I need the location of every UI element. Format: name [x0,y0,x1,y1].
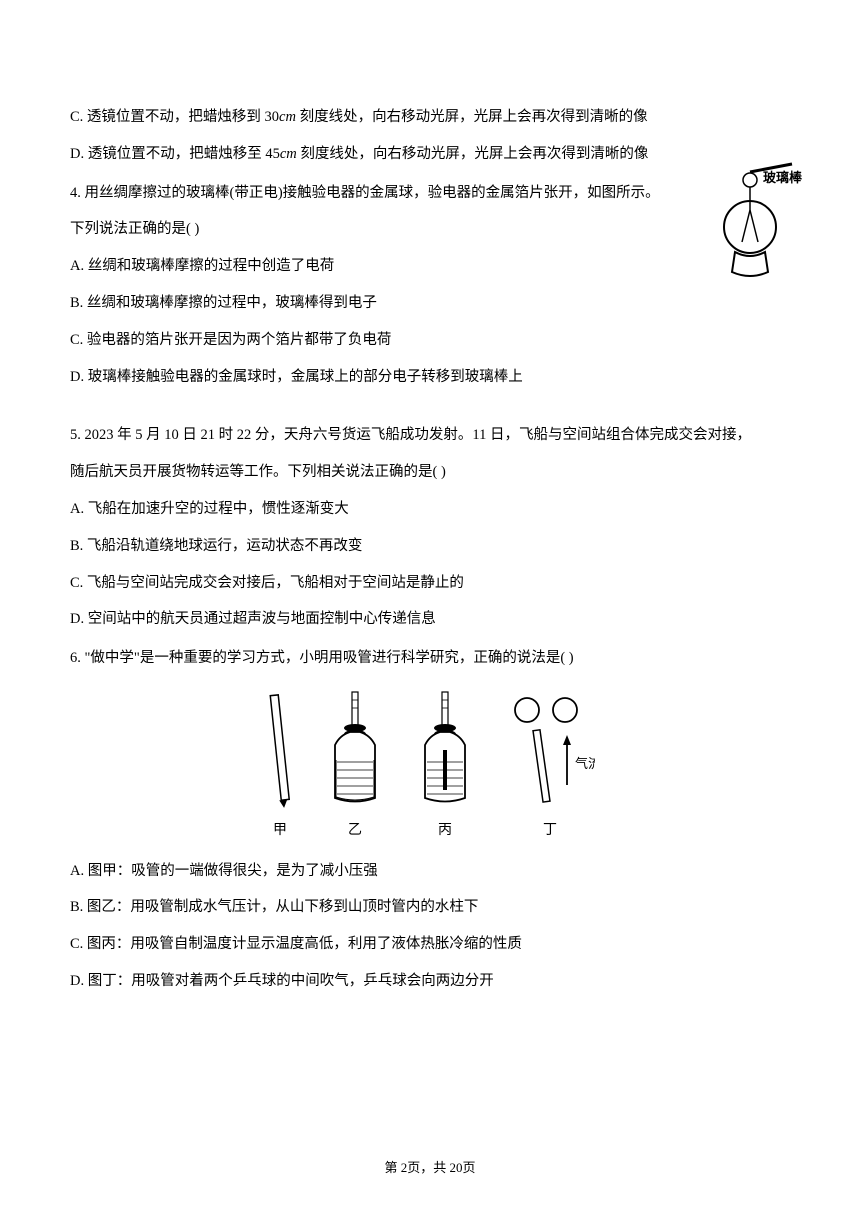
q6-opt-c: C. 图丙：用吸管自制温度计显示温度高低，利用了液体热胀冷缩的性质 [70,927,790,962]
q6-opt-a: A. 图甲：吸管的一端做得很尖，是为了减小压强 [70,854,790,889]
q4-opt-a: A. 丝绸和玻璃棒摩擦的过程中创造了电荷 [70,249,790,284]
q3-opt-d-tail: 刻度线处，向右移动光屏，光屏上会再次得到清晰的像 [297,146,649,162]
q3-opt-c-tail: 刻度线处，向右移动光屏，光屏上会再次得到清晰的像 [296,109,648,125]
page-footer: 第 2页，共 20页 [0,1157,860,1176]
q4-stem2: 下列说法正确的是( ) [70,212,790,247]
q5-opt-b: B. 飞船沿轨道绕地球运行，运动状态不再改变 [70,529,790,564]
q4-stem: 4. 用丝绸摩擦过的玻璃棒(带正电)接触验电器的金属球，验电器的金属箔片张开，如… [70,176,790,211]
q3-opt-d-unit: cm [280,146,297,162]
q6-opt-b: B. 图乙：用吸管制成水气压计，从山下移到山顶时管内的水柱下 [70,890,790,925]
q3-opt-c-text: C. 透镜位置不动，把蜡烛移到 30 [70,109,279,125]
q5-opt-d: D. 空间站中的航天员通过超声波与地面控制中心传递信息 [70,602,790,637]
q5-stem2: 随后航天员开展货物转运等工作。下列相关说法正确的是( ) [70,455,790,490]
fig-label-yi: 乙 [348,814,362,848]
airflow-label: 气流 [575,756,595,771]
fig-label-ding: 丁 [543,814,557,848]
q6-stem: 6. "做中学"是一种重要的学习方式，小明用吸管进行科学研究，正确的说法是( ) [70,641,790,676]
fig-bing [415,690,475,810]
fig-label-bing: 丙 [438,814,452,848]
q4-opt-c: C. 验电器的箔片张开是因为两个箔片都带了负电荷 [70,323,790,358]
fig-yi [325,690,385,810]
electroscope-figure [700,162,800,282]
q4-opt-b: B. 丝绸和玻璃棒摩擦的过程中，玻璃棒得到电子 [70,286,790,321]
fig-label-jia: 甲 [273,814,287,848]
q5-stem: 5. 2023 年 5 月 10 日 21 时 22 分，天舟六号货运飞船成功发… [70,418,790,453]
q4-opt-d: D. 玻璃棒接触验电器的金属球时，金属球上的部分电子转移到玻璃棒上 [70,360,790,395]
q5-opt-a: A. 飞船在加速升空的过程中，惯性逐渐变大 [70,492,790,527]
q6-figure-set: 甲 乙 [70,690,790,848]
q5-opt-c: C. 飞船与空间站完成交会对接后，飞船相对于空间站是静止的 [70,566,790,601]
q3-opt-c-unit: cm [279,109,296,125]
fig-jia [265,690,295,810]
q6-opt-d: D. 图丁：用吸管对着两个乒乓球的中间吹气，乒乓球会向两边分开 [70,964,790,999]
fig-ding: 气流 [505,690,595,810]
q3-opt-d-text: D. 透镜位置不动，把蜡烛移至 45 [70,146,280,162]
